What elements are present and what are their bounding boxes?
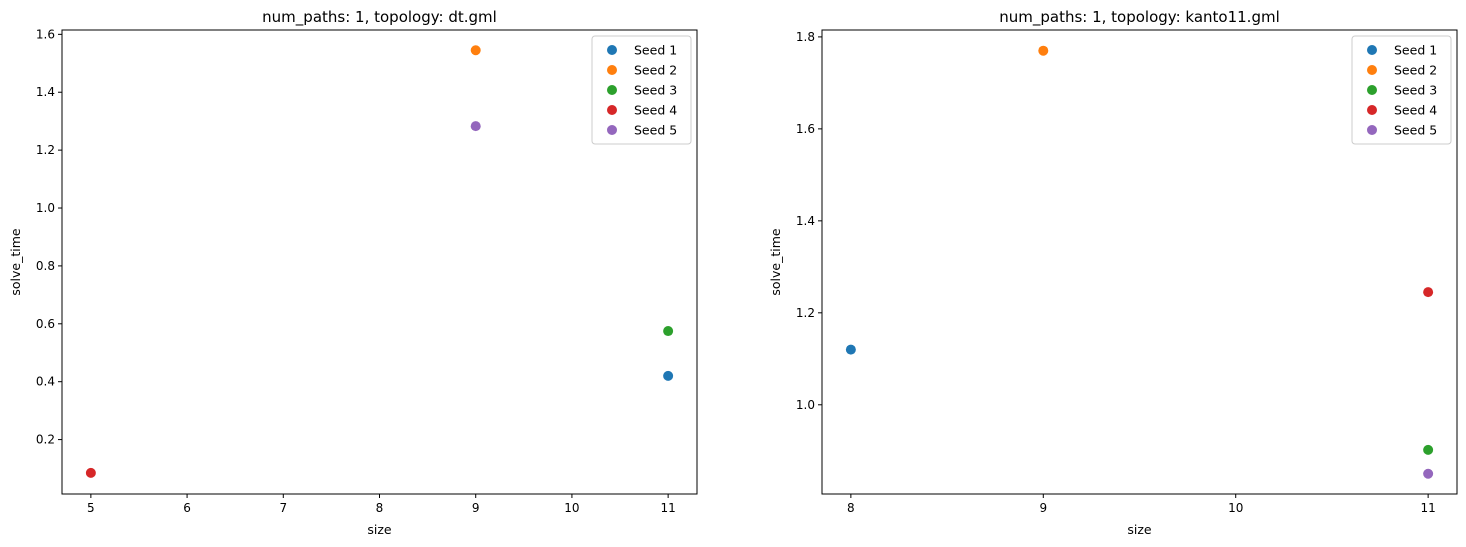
y-tick-label: 0.8 [36,259,55,273]
legend: Seed 1 Seed 2 Seed 3 Seed 4 Seed 5 [591,35,692,145]
x-axis-label: size [367,522,392,537]
point-seed-2 [1038,45,1049,56]
legend-marker [1367,65,1377,75]
x-tick-label: 9 [1039,501,1047,515]
x-axis-label: size [1127,522,1152,537]
legend-marker [607,125,617,135]
legend-box [1351,35,1452,145]
legend-marker [1367,105,1377,115]
y-tick-label: 0.4 [36,375,55,389]
legend-marker [607,105,617,115]
legend: Seed 1 Seed 2 Seed 3 Seed 4 Seed 5 [1351,35,1452,145]
x-tick-label: 7 [279,501,287,515]
point-seed-5 [1423,468,1434,479]
y-tick-label: 1.6 [796,122,815,136]
chart-dt-gml: num_paths: 1, topology: dt.gml 5 6 7 8 9 10 11 0… [8,8,698,537]
legend-entry: Seed 5 [634,123,677,138]
x-tick-label: 10 [564,501,579,515]
x-tick-label: 9 [472,501,480,515]
legend-entry: Seed 3 [634,83,677,98]
legend-marker [1367,85,1377,95]
y-tick-label: 1.6 [36,27,55,41]
legend-entry: Seed 5 [1394,123,1437,138]
legend-entry: Seed 2 [634,63,677,78]
point-seed-1 [663,370,674,381]
point-seed-1 [845,344,856,355]
y-tick-label: 0.2 [36,433,55,447]
point-seed-4 [1423,287,1434,298]
y-tick-label: 0.6 [36,317,55,331]
legend-entry: Seed 1 [1394,43,1437,58]
point-seed-5 [470,121,481,132]
x-tick-label: 10 [1228,501,1243,515]
point-seed-3 [663,326,674,337]
y-tick-label: 1.0 [796,398,815,412]
y-tick-label: 1.2 [796,306,815,320]
legend-box [591,35,692,145]
y-axis-label: solve_time [768,228,783,296]
legend-entry: Seed 4 [634,103,677,118]
y-tick-label: 1.8 [796,30,815,44]
x-tick-label: 6 [183,501,191,515]
legend-marker [1367,125,1377,135]
y-axis-label: solve_time [8,228,23,296]
legend-marker [607,65,617,75]
plot-frame [61,29,698,495]
plot-frame [821,29,1458,495]
legend-marker [607,45,617,55]
y-tick-label: 1.4 [796,214,815,228]
x-tick-label: 11 [1420,501,1435,515]
y-tick-label: 1.4 [36,85,55,99]
legend-entry: Seed 2 [1394,63,1437,78]
x-tick-label: 11 [660,501,675,515]
y-tick-label: 1.0 [36,201,55,215]
point-seed-2 [470,45,481,56]
x-tick-label: 5 [87,501,95,515]
legend-entry: Seed 1 [634,43,677,58]
legend-entry: Seed 3 [1394,83,1437,98]
point-seed-3 [1423,444,1434,455]
chart-kanto11-gml: num_paths: 1, topology: kanto11.gml 8 9 10 1… [768,8,1458,537]
y-tick-label: 1.2 [36,143,55,157]
chart-title: num_paths: 1, topology: kanto11.gml [999,8,1280,27]
point-seed-4 [85,467,96,478]
x-tick-label: 8 [847,501,855,515]
legend-marker [1367,45,1377,55]
x-tick-label: 8 [376,501,384,515]
chart-title: num_paths: 1, topology: dt.gml [262,8,497,27]
legend-marker [607,85,617,95]
legend-entry: Seed 4 [1394,103,1437,118]
